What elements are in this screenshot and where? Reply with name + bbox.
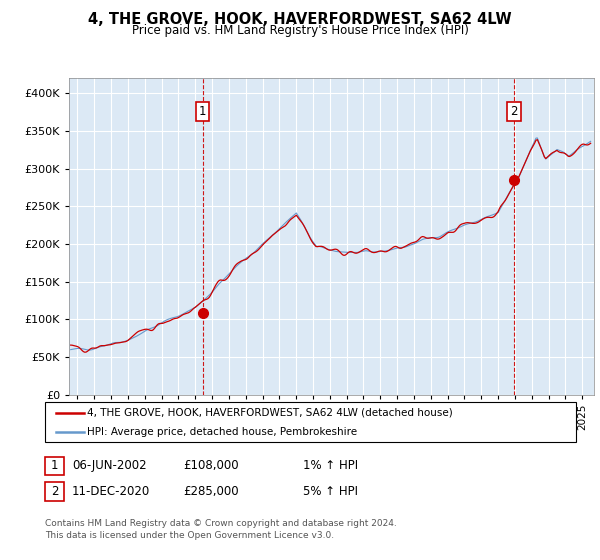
Text: HPI: Average price, detached house, Pembrokeshire: HPI: Average price, detached house, Pemb…	[87, 427, 357, 436]
Text: 1% ↑ HPI: 1% ↑ HPI	[303, 459, 358, 473]
Text: 11-DEC-2020: 11-DEC-2020	[72, 485, 150, 498]
Text: Contains HM Land Registry data © Crown copyright and database right 2024.: Contains HM Land Registry data © Crown c…	[45, 519, 397, 528]
Text: £285,000: £285,000	[183, 485, 239, 498]
Text: 4, THE GROVE, HOOK, HAVERFORDWEST, SA62 4LW: 4, THE GROVE, HOOK, HAVERFORDWEST, SA62 …	[88, 12, 512, 27]
Text: 06-JUN-2002: 06-JUN-2002	[72, 459, 146, 473]
Text: 2: 2	[51, 485, 58, 498]
Text: Price paid vs. HM Land Registry's House Price Index (HPI): Price paid vs. HM Land Registry's House …	[131, 24, 469, 37]
Text: 1: 1	[51, 459, 58, 473]
Text: 1: 1	[199, 105, 206, 118]
Text: 5% ↑ HPI: 5% ↑ HPI	[303, 485, 358, 498]
Text: This data is licensed under the Open Government Licence v3.0.: This data is licensed under the Open Gov…	[45, 531, 334, 540]
Text: 2: 2	[510, 105, 518, 118]
Text: £108,000: £108,000	[183, 459, 239, 473]
Text: 4, THE GROVE, HOOK, HAVERFORDWEST, SA62 4LW (detached house): 4, THE GROVE, HOOK, HAVERFORDWEST, SA62 …	[87, 408, 453, 418]
